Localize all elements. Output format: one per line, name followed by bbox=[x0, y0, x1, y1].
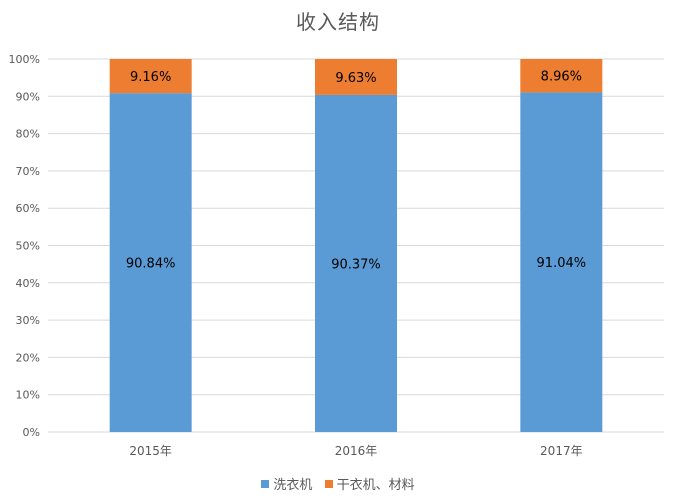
chart-title: 收入结构 bbox=[296, 10, 380, 34]
data-label: 90.37% bbox=[331, 257, 381, 272]
data-label: 9.63% bbox=[335, 71, 376, 86]
y-tick-label: 40% bbox=[16, 277, 40, 290]
x-tick-label: 2016年 bbox=[335, 444, 378, 458]
x-tick-label: 2017年 bbox=[540, 444, 583, 458]
y-tick-label: 90% bbox=[16, 90, 40, 103]
bar-segment bbox=[520, 59, 603, 93]
legend: 洗衣机 干衣机、材料 bbox=[0, 474, 676, 493]
y-tick-label: 80% bbox=[16, 128, 40, 141]
bar-segment bbox=[109, 59, 192, 94]
bar-segment bbox=[315, 94, 397, 433]
x-tick-label: 2015年 bbox=[129, 444, 172, 458]
y-tick-label: 10% bbox=[16, 389, 40, 402]
legend-item-dryer-materials: 干衣机、材料 bbox=[324, 474, 415, 493]
y-tick-label: 0% bbox=[23, 426, 40, 439]
y-tick-label: 20% bbox=[16, 351, 40, 364]
y-tick-label: 100% bbox=[9, 53, 40, 66]
bar-segment bbox=[315, 59, 397, 95]
legend-label-washing-machine: 洗衣机 bbox=[273, 478, 313, 493]
y-tick-label: 50% bbox=[16, 240, 40, 253]
legend-swatch-washing-machine bbox=[261, 479, 270, 488]
data-label: 91.04% bbox=[537, 256, 587, 271]
legend-swatch-dryer-materials bbox=[324, 479, 333, 488]
bar-segment bbox=[520, 92, 603, 432]
legend-item-washing-machine: 洗衣机 bbox=[261, 474, 312, 493]
data-label: 8.96% bbox=[541, 70, 582, 85]
bar-segment bbox=[109, 93, 192, 432]
legend-label-dryer-materials: 干衣机、材料 bbox=[336, 478, 415, 493]
y-tick-label: 60% bbox=[16, 202, 40, 215]
data-label: 9.16% bbox=[130, 70, 171, 85]
data-label: 90.84% bbox=[126, 257, 176, 272]
y-tick-label: 30% bbox=[16, 314, 40, 327]
y-tick-label: 70% bbox=[16, 165, 40, 178]
